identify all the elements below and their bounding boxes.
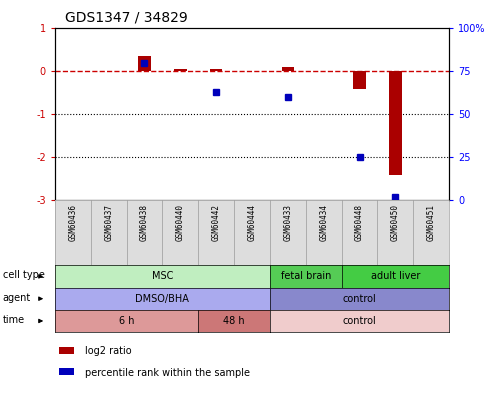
Text: control: control — [343, 294, 376, 304]
Text: percentile rank within the sample: percentile rank within the sample — [85, 367, 250, 377]
Bar — [174, 69, 187, 71]
Text: GSM60448: GSM60448 — [355, 204, 364, 241]
Text: cell type: cell type — [2, 270, 44, 280]
Bar — [353, 71, 366, 89]
Text: GDS1347 / 34829: GDS1347 / 34829 — [65, 10, 188, 24]
Bar — [281, 67, 294, 71]
Text: GSM60438: GSM60438 — [140, 204, 149, 241]
Text: GSM60444: GSM60444 — [248, 204, 256, 241]
Bar — [59, 347, 74, 354]
Text: time: time — [2, 315, 25, 325]
Text: 48 h: 48 h — [223, 316, 245, 326]
Text: GSM60442: GSM60442 — [212, 204, 221, 241]
Bar — [138, 56, 151, 71]
Text: agent: agent — [2, 292, 31, 303]
Bar — [210, 69, 223, 71]
Text: adult liver: adult liver — [371, 271, 420, 281]
Text: GSM60440: GSM60440 — [176, 204, 185, 241]
Text: 6 h: 6 h — [119, 316, 134, 326]
Text: control: control — [343, 316, 376, 326]
Text: log2 ratio: log2 ratio — [85, 345, 131, 356]
Text: GSM60436: GSM60436 — [68, 204, 77, 241]
Text: GSM60437: GSM60437 — [104, 204, 113, 241]
Bar — [59, 369, 74, 375]
Text: GSM60434: GSM60434 — [319, 204, 328, 241]
Text: GSM60451: GSM60451 — [427, 204, 436, 241]
Bar — [389, 71, 402, 175]
Text: DMSO/BHA: DMSO/BHA — [135, 294, 189, 304]
Text: GSM60433: GSM60433 — [283, 204, 292, 241]
Text: MSC: MSC — [152, 271, 173, 281]
Text: GSM60450: GSM60450 — [391, 204, 400, 241]
Text: fetal brain: fetal brain — [280, 271, 331, 281]
